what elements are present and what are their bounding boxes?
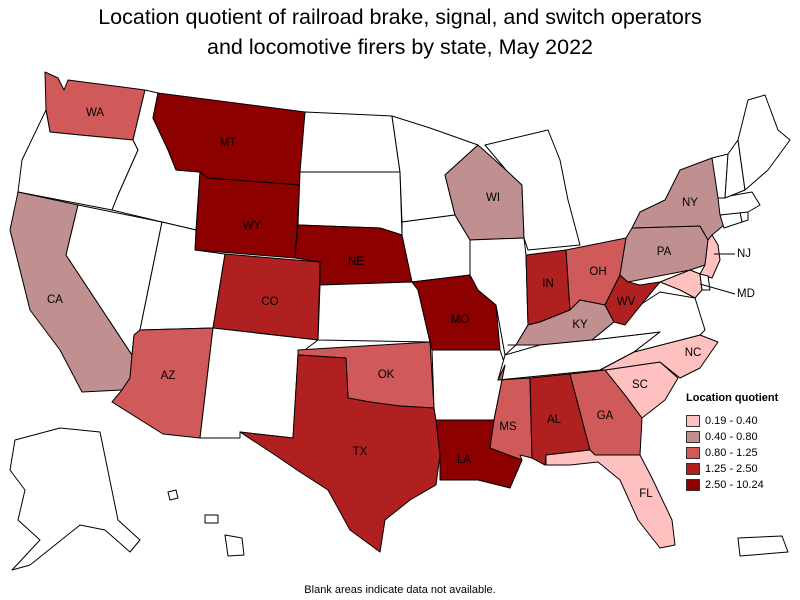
- state-wa[interactable]: [44, 71, 146, 141]
- state-label-tx: TX: [353, 446, 368, 458]
- state-label-ok: OK: [378, 369, 395, 381]
- state-il[interactable]: [469, 237, 529, 356]
- state-de[interactable]: [699, 273, 711, 291]
- state-label-md: MD: [737, 288, 755, 300]
- legend-swatch: [686, 463, 700, 475]
- state-ri[interactable]: [739, 211, 749, 223]
- state-label-ny: NY: [682, 197, 698, 209]
- state-ak[interactable]: [9, 427, 141, 571]
- state-label-mo: MO: [451, 314, 470, 326]
- legend-label: 0.19 - 0.40: [705, 415, 758, 427]
- legend-item: 1.25 - 2.50: [686, 461, 798, 477]
- state-label-fl: FL: [639, 488, 653, 500]
- legend-title: Location quotient: [686, 392, 779, 404]
- state-label-ky: KY: [572, 319, 588, 331]
- legend-swatch: [686, 479, 700, 491]
- legend-item: 0.80 - 1.25: [686, 445, 798, 461]
- state-tx[interactable]: [239, 354, 441, 553]
- state-wy[interactable]: [194, 171, 301, 259]
- legend-item: 0.40 - 0.80: [686, 429, 798, 445]
- state-label-wa: WA: [86, 107, 104, 119]
- state-hi[interactable]: [167, 489, 245, 557]
- state-label-ne: NE: [348, 256, 364, 268]
- state-label-wv: WV: [617, 296, 636, 308]
- state-label-la: LA: [457, 454, 471, 466]
- state-ar[interactable]: [431, 349, 506, 421]
- state-pr[interactable]: [737, 535, 789, 557]
- state-fl[interactable]: [545, 449, 676, 549]
- legend-item: 2.50 - 10.24: [686, 477, 798, 493]
- legend-item: 0.19 - 0.40: [686, 413, 798, 429]
- legend-label: 1.25 - 2.50: [705, 463, 758, 475]
- md-leader-line: [699, 283, 736, 295]
- state-me[interactable]: [737, 94, 791, 191]
- state-ks[interactable]: [317, 281, 431, 343]
- legend-swatch: [686, 415, 700, 427]
- state-label-wi: WI: [486, 192, 500, 204]
- state-label-mt: MT: [220, 137, 237, 149]
- state-label-co: CO: [261, 296, 278, 308]
- state-label-al: AL: [547, 414, 562, 426]
- state-label-sc: SC: [632, 379, 648, 391]
- legend-label: 0.80 - 1.25: [705, 447, 758, 459]
- state-labels: WA CA MT WY AZ CO NE OK TX MO LA WI IN O…: [47, 107, 755, 500]
- legend-label: 0.40 - 0.80: [705, 431, 758, 443]
- state-label-oh: OH: [589, 266, 606, 278]
- legend-swatch: [686, 431, 700, 443]
- map-legend: Location quotient 0.19 - 0.40 0.40 - 0.8…: [686, 392, 798, 493]
- state-label-pa: PA: [657, 246, 672, 258]
- state-label-ms: MS: [499, 421, 517, 433]
- state-label-ga: GA: [597, 410, 614, 422]
- legend-label: 2.50 - 10.24: [705, 479, 764, 491]
- state-label-nc: NC: [685, 347, 702, 359]
- state-mi[interactable]: [484, 129, 581, 251]
- state-ia[interactable]: [401, 214, 471, 283]
- state-label-wy: WY: [243, 220, 262, 232]
- map-title-line-1: Location quotient of railroad brake, sig…: [98, 5, 702, 29]
- map-title-line-2: and locomotive firers by state, May 2022: [207, 35, 593, 59]
- legend-swatch: [686, 447, 700, 459]
- state-label-in: IN: [542, 278, 554, 290]
- state-nj[interactable]: [699, 234, 721, 279]
- footnote: Blank areas indicate data not available.: [304, 584, 496, 596]
- state-label-nj: NJ: [737, 248, 751, 260]
- state-label-az: AZ: [161, 370, 176, 382]
- state-label-ca: CA: [47, 294, 63, 306]
- state-ma[interactable]: [717, 191, 761, 216]
- state-nd[interactable]: [299, 111, 401, 173]
- map-title: Location quotient of railroad brake, sig…: [0, 2, 800, 62]
